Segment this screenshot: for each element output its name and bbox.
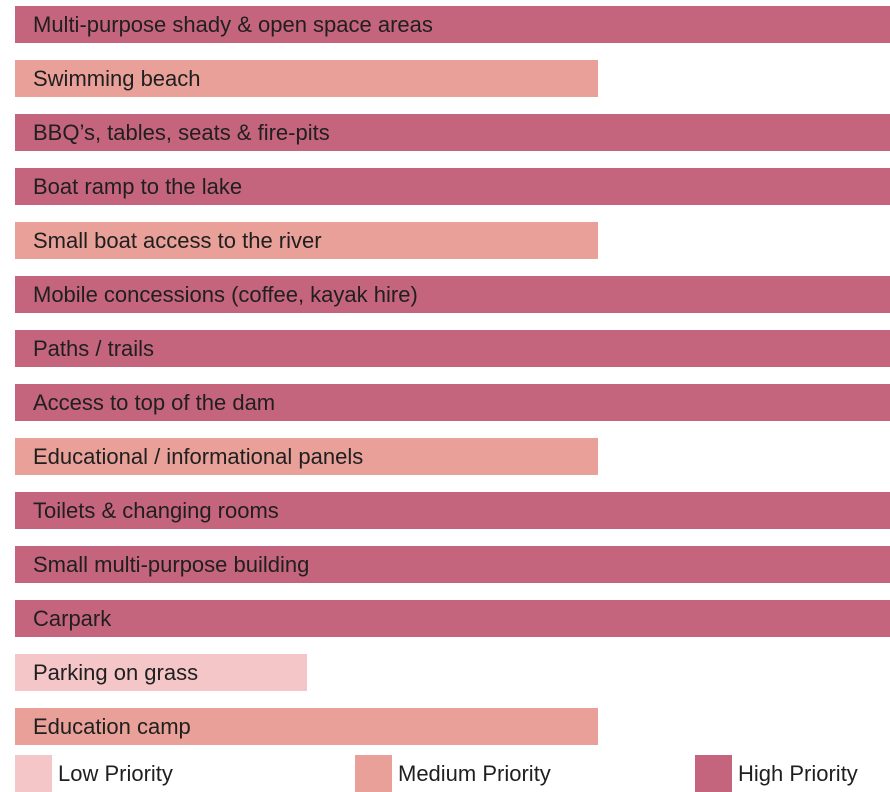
bar-label: Multi-purpose shady & open space areas [33,12,433,37]
bar-label: Carpark [33,606,112,631]
legend-swatch [15,755,52,792]
bar [15,222,598,259]
bar [15,6,890,43]
bar [15,438,598,475]
bar-label: BBQ’s, tables, seats & fire-pits [33,120,330,145]
bar-label: Education camp [33,714,191,739]
bar [15,384,890,421]
bar [15,60,598,97]
bar [15,330,890,367]
legend-label: Medium Priority [398,761,551,786]
bar-label: Educational / informational panels [33,444,364,469]
bar-label: Paths / trails [33,336,155,361]
bar-label: Small boat access to the river [33,228,322,253]
bar-label: Access to top of the dam [33,390,276,415]
bar-label: Swimming beach [33,66,201,91]
bar [15,654,307,691]
bar [15,276,890,313]
bar-label: Parking on grass [33,660,199,685]
legend-label: Low Priority [58,761,173,786]
bar [15,708,598,745]
bar [15,168,890,205]
bar-label: Boat ramp to the lake [33,174,243,199]
legend-swatch [355,755,392,792]
bar [15,546,890,583]
bar [15,600,890,637]
bar [15,492,890,529]
legend-label: High Priority [738,761,858,786]
bar-label: Toilets & changing rooms [33,498,279,523]
legend-swatch [695,755,732,792]
bar [15,114,890,151]
bar-label: Mobile concessions (coffee, kayak hire) [33,282,418,307]
bar-label: Small multi-purpose building [33,552,310,577]
